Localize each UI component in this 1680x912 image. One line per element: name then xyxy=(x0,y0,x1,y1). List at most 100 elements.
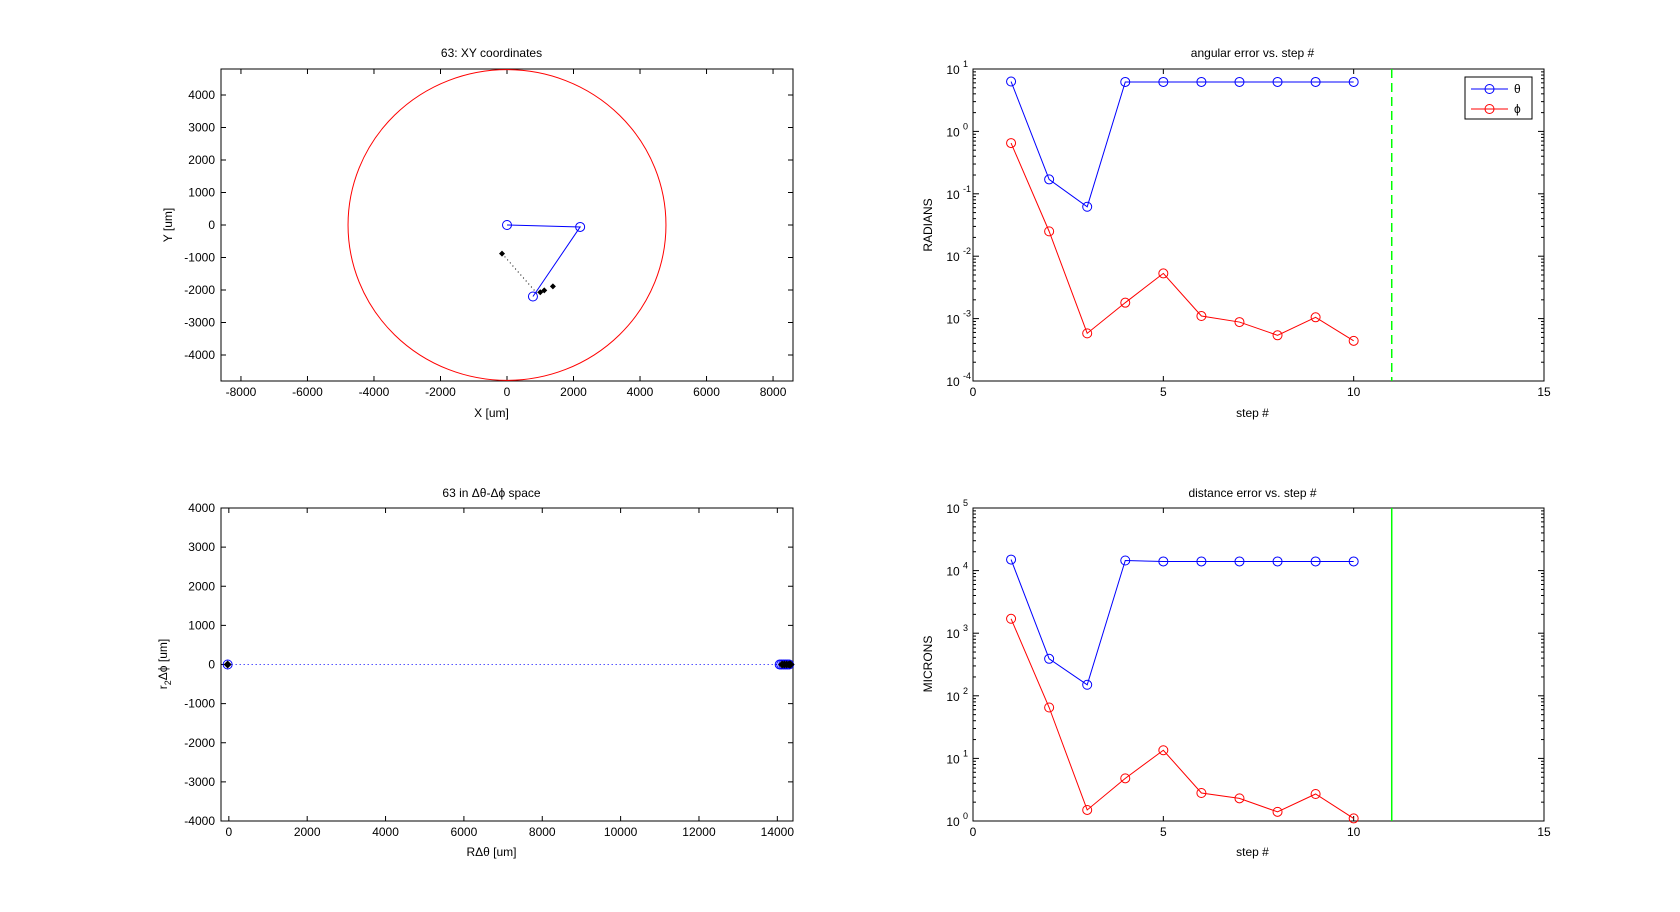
target-point-marker xyxy=(541,287,548,294)
target-point-marker xyxy=(786,660,795,669)
dtheta-ylabel: r2Δϕ [um] xyxy=(156,639,173,689)
legend-theta-label: θ xyxy=(1514,82,1521,96)
series-marker-0 xyxy=(1234,556,1245,567)
distance-xlabel: step # xyxy=(1236,845,1269,859)
x-tick-label: 15 xyxy=(1537,385,1551,399)
x-tick-label: 8000 xyxy=(760,385,787,399)
arm-line xyxy=(506,224,582,297)
angular-ylabel: RADIANS xyxy=(921,198,935,251)
dtheta-ylabel-r: r xyxy=(156,685,170,689)
series-marker-1 xyxy=(1310,312,1321,323)
x-tick-label: 6000 xyxy=(451,825,478,839)
angular-axes-box xyxy=(972,68,1545,382)
y-tick-label: -1000 xyxy=(184,251,215,265)
y-tick-exponent: 4 xyxy=(963,561,968,571)
y-tick-exponent: -1 xyxy=(963,184,971,194)
y-tick-label: 10 xyxy=(946,188,960,202)
y-tick-label: 3000 xyxy=(188,121,215,135)
arm-joint-marker xyxy=(575,221,586,232)
series-marker-0 xyxy=(1310,556,1321,567)
xy-plot-area: -8000 -6000 -4000 -2000 0 2000 4000 6000 8000 -40… xyxy=(184,68,794,399)
y-tick-label: 10 xyxy=(946,627,960,641)
x-tick-label: 10000 xyxy=(604,825,638,839)
x-tick-label: 14000 xyxy=(761,825,795,839)
y-tick-label: -4000 xyxy=(184,814,215,828)
series-marker-0 xyxy=(1196,556,1207,567)
x-tick-label: 0 xyxy=(970,825,977,839)
series-marker-0 xyxy=(1234,76,1245,87)
series-marker-0 xyxy=(1348,556,1359,567)
y-tick-label: 1000 xyxy=(188,186,215,200)
y-tick-label: 10 xyxy=(946,752,960,766)
xy-ylabel: Y [um] xyxy=(161,208,175,242)
y-tick-label: 3000 xyxy=(188,540,215,554)
xy-title: 63: XY coordinates xyxy=(441,46,542,60)
y-tick-exponent: -2 xyxy=(963,246,971,256)
xy-xlabel: X [um] xyxy=(474,406,509,420)
series-marker-1 xyxy=(1234,317,1245,328)
dtheta-ylabel-sub: 2 xyxy=(163,680,173,685)
y-tick-label: 10 xyxy=(946,313,960,327)
angular-legend: θ ϕ xyxy=(1464,76,1533,120)
series-marker-0 xyxy=(1158,556,1169,567)
legend-phi-label: ϕ xyxy=(1514,102,1521,116)
y-tick-label: 2000 xyxy=(188,579,215,593)
x-tick-label: 12000 xyxy=(682,825,716,839)
legend-theta-marker xyxy=(1484,84,1495,94)
series-marker-0 xyxy=(1272,76,1283,87)
series-marker-0 xyxy=(1196,76,1207,87)
x-tick-label: -4000 xyxy=(359,385,390,399)
y-tick-label: 10 xyxy=(946,502,960,516)
target-point-marker xyxy=(499,250,506,257)
dtheta-panel: 63 in Δθ-Δϕ space RΔθ [um] r2Δϕ [um] 0 20… xyxy=(156,486,795,859)
x-tick-label: 4000 xyxy=(372,825,399,839)
distance-axes-box xyxy=(972,507,1545,822)
x-tick-label: 5 xyxy=(1160,385,1167,399)
series-marker-0 xyxy=(1082,679,1093,690)
dtheta-axes-box xyxy=(220,507,794,822)
y-tick-label: -3000 xyxy=(184,316,215,330)
y-tick-label: -2000 xyxy=(184,736,215,750)
x-tick-label: 0 xyxy=(225,825,232,839)
xy-panel: 63: XY coordinates X [um] Y [um] -8000 -6… xyxy=(161,46,794,420)
series-line-0 xyxy=(1010,559,1354,686)
x-tick-label: 8000 xyxy=(529,825,556,839)
workspace-circle xyxy=(347,69,667,381)
y-tick-label: 10 xyxy=(946,63,960,77)
series-marker-1 xyxy=(1196,788,1207,799)
legend-phi-marker xyxy=(1484,104,1495,114)
series-marker-0 xyxy=(1348,76,1359,87)
series-marker-1 xyxy=(1234,793,1245,804)
series-marker-0 xyxy=(1006,554,1017,565)
y-tick-label: -3000 xyxy=(184,775,215,789)
y-tick-label: -4000 xyxy=(184,348,215,362)
series-line-0 xyxy=(1010,81,1354,208)
y-tick-label: 10 xyxy=(946,565,960,579)
y-tick-exponent: 3 xyxy=(963,623,968,633)
series-marker-1 xyxy=(1272,806,1283,817)
dtheta-xlabel: RΔθ [um] xyxy=(466,845,516,859)
series-marker-1 xyxy=(1006,138,1017,149)
angular-title: angular error vs. step # xyxy=(1191,46,1315,60)
series-marker-0 xyxy=(1120,76,1131,87)
target-point-marker xyxy=(223,660,232,669)
series-marker-0 xyxy=(1082,201,1093,212)
series-marker-1 xyxy=(1348,813,1359,824)
x-tick-label: 10 xyxy=(1347,825,1361,839)
y-tick-label: 4000 xyxy=(188,501,215,515)
series-marker-1 xyxy=(1158,268,1169,279)
series-marker-0 xyxy=(1044,653,1055,664)
y-tick-label: 10 xyxy=(946,690,960,704)
y-tick-label: 10 xyxy=(946,125,960,139)
series-marker-1 xyxy=(1082,328,1093,339)
series-marker-0 xyxy=(1120,555,1131,566)
series-line-1 xyxy=(1010,142,1354,342)
series-marker-1 xyxy=(1120,773,1131,784)
x-tick-label: 5 xyxy=(1160,825,1167,839)
series-marker-0 xyxy=(1272,556,1283,567)
series-marker-1 xyxy=(1310,788,1321,799)
series-line-1 xyxy=(1010,618,1354,819)
dtheta-title: 63 in Δθ-Δϕ space xyxy=(442,486,540,500)
